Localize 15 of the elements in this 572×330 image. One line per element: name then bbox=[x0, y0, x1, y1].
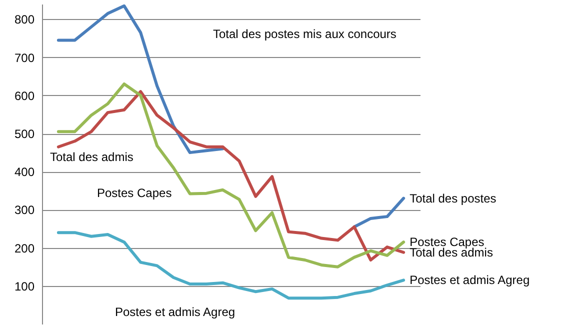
annotation: Postes et admis Agreg bbox=[115, 305, 236, 319]
y-tick-label: 400 bbox=[14, 165, 35, 180]
series-label: Postes et admis Agreg bbox=[410, 273, 530, 288]
line-series bbox=[56, 231, 406, 300]
y-tick-label: 700 bbox=[14, 50, 35, 65]
y-tick-label: 300 bbox=[14, 203, 35, 218]
y-tick-label: 800 bbox=[14, 12, 35, 27]
y-tick-label: 200 bbox=[14, 241, 35, 256]
y-tick-label: 100 bbox=[14, 279, 35, 294]
annotation: Postes Capes bbox=[97, 186, 172, 200]
y-tick-label: 600 bbox=[14, 88, 35, 103]
annotation: Total des admis bbox=[50, 150, 134, 164]
y-tick-label: 500 bbox=[14, 127, 35, 142]
annotation: Total des postes mis aux concours bbox=[213, 27, 396, 41]
series-label: Total des postes bbox=[410, 191, 496, 206]
